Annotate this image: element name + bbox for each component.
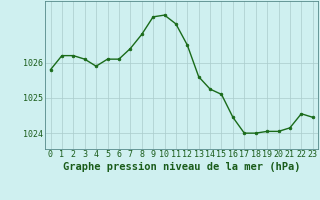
X-axis label: Graphe pression niveau de la mer (hPa): Graphe pression niveau de la mer (hPa)	[63, 162, 300, 172]
